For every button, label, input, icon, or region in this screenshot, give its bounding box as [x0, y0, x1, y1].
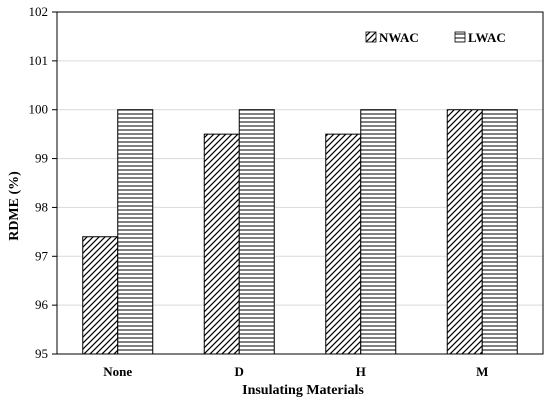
plot-area-frame [56, 11, 544, 355]
bar-lwac-h [360, 109, 397, 355]
x-category-label: H [356, 364, 366, 379]
bar-nwac-none [82, 236, 119, 355]
y-tick-label: 97 [35, 248, 49, 263]
y-tick-label: 99 [35, 151, 48, 166]
y-tick-label: 100 [29, 102, 49, 117]
x-category-label: None [103, 364, 132, 379]
legend-swatch-lwac [454, 31, 466, 43]
legend-label-nwac: NWAC [379, 30, 419, 45]
y-axis-ticks: 95 96 97 98 99 100 101 102 [29, 4, 57, 361]
x-category-label: M [476, 364, 488, 379]
bars [82, 109, 518, 355]
bar-nwac-d [203, 133, 240, 355]
x-category-label: D [235, 364, 244, 379]
y-tick-label: 95 [35, 346, 48, 361]
legend-label-lwac: LWAC [468, 30, 506, 45]
bar-lwac-m [481, 109, 518, 355]
y-tick-label: 102 [29, 4, 49, 19]
bar-lwac-d [238, 109, 275, 355]
bar-nwac-m [446, 109, 483, 355]
bar-nwac-h [325, 133, 362, 355]
y-tick-label: 96 [35, 297, 49, 312]
legend-swatch-nwac [365, 31, 377, 43]
y-axis-title: RDME (%) [7, 171, 22, 241]
y-tick-label: 101 [29, 53, 49, 68]
x-axis-title: Insulating Materials [242, 383, 364, 398]
legend: NWAC LWAC [365, 30, 506, 45]
y-tick-label: 98 [35, 199, 48, 214]
x-axis-categories: None D H M [103, 364, 488, 379]
bar-lwac-none [117, 109, 154, 355]
